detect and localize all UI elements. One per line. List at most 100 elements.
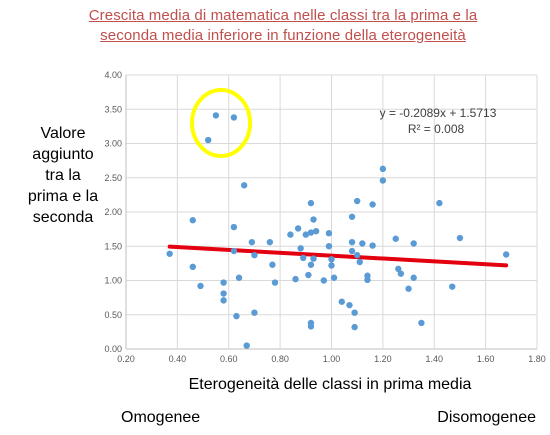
data-point (212, 112, 220, 119)
data-point (189, 263, 196, 270)
x-tick-label: 0.80 (271, 354, 289, 364)
data-point (220, 290, 227, 297)
data-point (297, 245, 304, 252)
data-point (351, 323, 358, 331)
data-point (243, 342, 250, 349)
data-point (338, 298, 345, 305)
trendline-r-squared: R² = 0.008 (408, 122, 465, 136)
data-point (395, 265, 402, 273)
data-point (269, 261, 276, 268)
data-point (351, 309, 358, 316)
data-point (348, 238, 356, 246)
data-point (418, 319, 425, 327)
data-point (312, 227, 320, 235)
data-point (410, 274, 417, 281)
data-point (251, 309, 258, 316)
data-point (348, 247, 356, 255)
axis-ticks: 0.00 0.50 1.00 1.50 2.00 2.50 3.00 3.50 4.00 0.20… (104, 70, 545, 364)
x-tick-label: 1.40 (425, 354, 443, 364)
x-tick-label: 1.00 (323, 354, 341, 364)
data-point (502, 251, 510, 258)
x-tick-label: 0.20 (117, 354, 135, 364)
data-point (294, 225, 302, 232)
data-point (436, 199, 443, 207)
data-point (220, 279, 227, 286)
data-point (353, 251, 361, 259)
x-tick-label: 0.40 (169, 354, 187, 364)
data-point (310, 216, 317, 223)
data-point (310, 255, 317, 262)
data-point (356, 258, 363, 266)
data-point (305, 271, 312, 279)
data-point (359, 240, 366, 247)
data-point (325, 230, 333, 237)
data-point (251, 251, 258, 259)
data-point (205, 136, 212, 144)
y-axis-label-line: aggiunto (32, 146, 94, 163)
x-tick-label: 0.60 (220, 354, 238, 364)
data-point (307, 261, 315, 268)
y-tick-label: 1.00 (104, 276, 122, 286)
data-point (410, 240, 417, 247)
data-point (240, 182, 248, 189)
data-point (405, 285, 412, 292)
chart-title-line-1: Crescita media di matematica nelle class… (88, 7, 478, 24)
y-tick-label: 0.00 (104, 344, 122, 354)
x-tick-label: 1.20 (374, 354, 392, 364)
x-tick-label: 1.60 (477, 354, 495, 364)
data-point (379, 165, 387, 173)
y-tick-label: 3.00 (104, 139, 122, 149)
data-point (449, 283, 456, 290)
data-point (348, 213, 356, 220)
y-axis-label-line: Valore (40, 125, 86, 142)
x-axis-right-end-label: Disomogenee (437, 409, 536, 426)
data-point (300, 254, 307, 262)
data-point (307, 199, 315, 207)
y-axis-label-line: prima e la (27, 188, 99, 205)
data-points (166, 112, 510, 349)
data-point (189, 217, 196, 224)
chart-title-line-2: seconda media inferiore in funzione dell… (100, 27, 466, 44)
y-axis-label-line: tra la (45, 167, 81, 184)
data-point (392, 235, 399, 242)
y-axis-label: Valore aggiunto tra la prima e la second… (8, 123, 118, 228)
data-point (230, 247, 238, 255)
highlight-ellipse (190, 87, 253, 158)
highlight-layer (190, 87, 253, 158)
data-point (266, 238, 274, 246)
y-tick-label: 0.50 (104, 310, 122, 320)
data-point (325, 243, 333, 250)
data-point (320, 277, 327, 284)
data-point (302, 231, 310, 238)
data-point (328, 256, 335, 263)
y-tick-label: 2.00 (104, 207, 122, 217)
data-point (235, 274, 243, 281)
y-tick-label: 3.50 (104, 104, 122, 114)
data-point (353, 197, 361, 205)
data-point (220, 297, 227, 304)
data-point (379, 177, 387, 184)
data-point (292, 275, 299, 283)
data-point (287, 231, 294, 238)
data-point (307, 229, 315, 236)
equation-layer: y = -0.2089x + 1.5713 R² = 0.008 (380, 106, 497, 136)
y-tick-label: 1.50 (104, 241, 122, 251)
data-point (166, 250, 173, 257)
data-point (346, 301, 353, 309)
data-point (369, 201, 376, 208)
data-point (307, 323, 315, 330)
data-point (233, 312, 240, 320)
data-point (271, 279, 279, 286)
trendline-layer (167, 244, 509, 268)
data-point (397, 270, 405, 277)
trendline-equation: y = -0.2089x + 1.5713 (380, 106, 497, 120)
data-point (364, 276, 371, 284)
y-tick-label: 2.50 (104, 173, 122, 183)
data-point (230, 114, 238, 121)
data-point (330, 274, 338, 281)
x-tick-label: 1.80 (528, 354, 546, 364)
y-axis-label-line: seconda (32, 209, 94, 226)
data-point (369, 242, 376, 249)
data-point (230, 223, 238, 231)
